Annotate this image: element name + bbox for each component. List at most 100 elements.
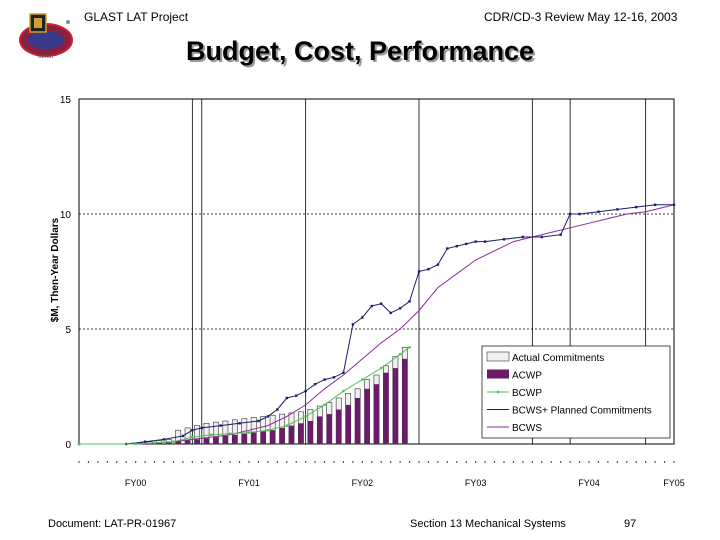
- x-tick-label: FY02: [352, 478, 374, 488]
- bcwp-point: [266, 429, 270, 432]
- bcwp-point: [153, 441, 156, 445]
- legend-box: [481, 345, 671, 439]
- month-tick: [522, 461, 524, 463]
- bcws-plus-point: [285, 396, 288, 400]
- month-tick: [380, 461, 382, 463]
- month-tick: [616, 461, 619, 463]
- bcwp-point: [380, 366, 383, 370]
- bcws-line: [79, 204, 675, 445]
- acwp-bar: [298, 423, 304, 444]
- month-tick: [427, 461, 430, 463]
- month-tick: [437, 461, 439, 463]
- acwp-bar: [364, 388, 370, 444]
- month-tick: [219, 461, 222, 463]
- legend-label: ACWP: [512, 371, 542, 382]
- bcws-plus-point: [559, 233, 562, 236]
- page-title: Budget, Cost, Performance: [185, 36, 535, 66]
- bcwp-point: [172, 440, 175, 443]
- y-tick-label: 10: [60, 210, 72, 221]
- x-tick-label: FY03: [465, 478, 487, 488]
- bcws-plus-point: [313, 383, 317, 386]
- bcws-plus-point: [398, 307, 402, 310]
- bcwp-point: [134, 442, 137, 446]
- month-tick: [503, 461, 505, 463]
- bcws-plus-point: [351, 323, 355, 326]
- bcws-plus-point: [672, 203, 676, 206]
- month-tick: [295, 461, 297, 463]
- y-tick-label: 5: [65, 325, 71, 336]
- acwp-bar: [345, 404, 351, 444]
- bcws-plus-point: [455, 245, 458, 248]
- document-number: Document: LAT-PR-01967: [48, 518, 177, 530]
- acwp-bar: [185, 440, 191, 444]
- month-tick: [465, 461, 467, 463]
- month-tick: [267, 461, 269, 463]
- month-tick: [541, 461, 543, 463]
- month-tick: [257, 461, 260, 463]
- x-tick-label: FY00: [125, 478, 147, 488]
- acwp-bar: [232, 434, 238, 444]
- bcws-plus-point: [578, 212, 581, 216]
- page-number: 97: [624, 518, 637, 530]
- bcws-plus-point: [162, 438, 166, 441]
- month-tick: [493, 461, 496, 463]
- acwp-bar: [270, 430, 276, 444]
- month-tick: [125, 461, 127, 463]
- bcws-plus-point: [219, 424, 222, 427]
- month-tick: [276, 461, 279, 463]
- bcws-plus-point: [483, 240, 487, 243]
- bcws-plus-point: [370, 304, 373, 308]
- bcwp-point: [247, 431, 251, 434]
- month-tick: [116, 461, 118, 463]
- bcws-plus-point: [332, 376, 336, 379]
- bcws-plus-point: [323, 378, 326, 381]
- acwp-bar: [156, 442, 162, 444]
- x-tick-label: FY05: [663, 478, 685, 488]
- x-tick-label: FY04: [578, 478, 600, 488]
- project-label: GLAST LAT Project: [84, 10, 189, 24]
- bcws-plus-point: [238, 422, 241, 425]
- month-tick: [201, 461, 203, 463]
- month-tick: [238, 461, 241, 463]
- month-tick: [87, 461, 90, 463]
- bcws-plus-point: [342, 371, 345, 374]
- month-tick: [172, 461, 175, 463]
- legend-label: BCWS: [512, 423, 542, 434]
- bcws-plus-point: [568, 212, 572, 216]
- month-tick: [248, 461, 250, 463]
- month-tick: [578, 461, 581, 463]
- month-tick: [314, 461, 316, 463]
- bcwp-point: [408, 346, 411, 349]
- acwp-bar: [203, 438, 210, 444]
- bcwp-point: [323, 403, 326, 407]
- bcws-plus-point: [436, 263, 440, 266]
- month-tick: [361, 461, 364, 463]
- month-tick: [229, 461, 231, 463]
- svg-text:GLAST: GLAST: [38, 54, 54, 60]
- month-tick: [323, 461, 326, 463]
- acwp-bar: [222, 435, 228, 444]
- bcwp-point: [285, 424, 288, 427]
- bcwp-point: [228, 432, 232, 435]
- month-tick: [654, 461, 656, 463]
- month-tick: [418, 461, 420, 463]
- month-tick: [210, 461, 212, 463]
- bcwp-point: [210, 433, 213, 436]
- month-tick: [559, 461, 562, 463]
- review-label: CDR/CD-3 Review May 12-16, 2003: [484, 10, 678, 24]
- month-tick: [626, 461, 628, 463]
- bcws-plus-point: [653, 203, 657, 206]
- month-tick: [389, 461, 392, 463]
- month-tick: [342, 461, 345, 463]
- acwp-bar: [194, 439, 200, 444]
- acwp-bar: [213, 437, 219, 444]
- acwp-bar: [326, 414, 332, 444]
- legend-swatch-acwp: [487, 369, 509, 379]
- month-tick: [106, 461, 109, 463]
- bcws-plus-point: [276, 408, 279, 411]
- month-tick: [673, 461, 675, 463]
- month-tick: [484, 461, 486, 463]
- month-tick: [144, 461, 146, 463]
- month-tick: [97, 461, 99, 463]
